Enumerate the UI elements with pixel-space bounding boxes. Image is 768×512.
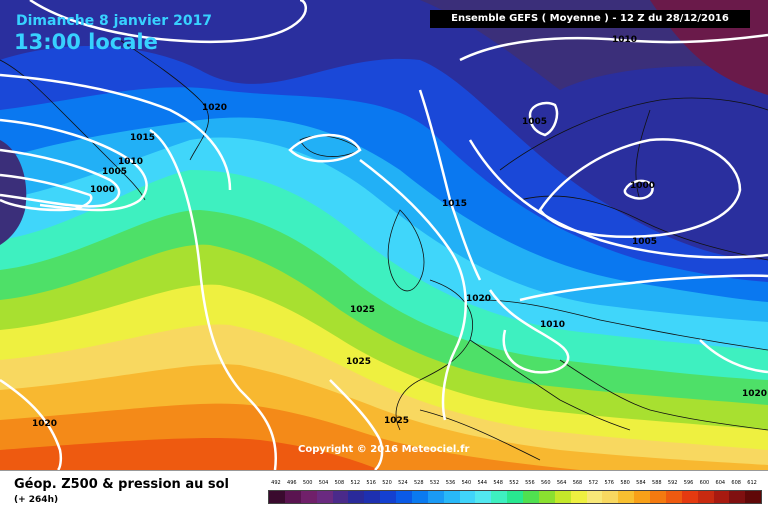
color-scale-label: 604 [715,480,726,486]
color-scale-swatch [697,491,714,503]
color-scale-label: 588 [652,480,662,486]
color-scale-labels: 492 496 500 504 508 512 516 520 524 528 532 536 540 5… [268,480,760,490]
color-scale-swatch [681,491,698,503]
geopotential-map: 1020101510101005100010101005100010051015… [0,0,768,470]
color-scale-swatch [364,491,381,503]
color-scale-swatch [554,491,571,503]
color-scale-swatch [618,491,635,503]
color-scale-label: 572 [588,480,599,486]
isobar-label-1025-azores: 1025 [384,416,409,426]
color-scale-swatch [729,491,746,503]
forecast-time: 13:00 locale [14,30,158,54]
color-scale-label: 496 [287,480,297,486]
forecast-date: Dimanche 8 janvier 2017 [16,13,213,29]
color-scale-label: 528 [413,480,424,486]
isobar-label-1025-atlantic-north: 1025 [350,305,375,315]
color-scale-label: 520 [382,480,392,486]
color-scale-label: 596 [683,480,694,486]
color-scale-swatch [396,491,412,503]
isobar-label-1020-greenland: 1020 [202,103,227,113]
color-scale-label: 568 [572,480,583,486]
isobar-label-1005-west: 1005 [102,167,127,177]
chart-title: Géop. Z500 & pression au sol [14,477,229,492]
color-scale-bar [268,490,762,504]
isobar-label-1015-britain: 1015 [442,199,467,209]
color-scale-label: 556 [525,480,535,486]
color-scale-swatch [665,491,682,503]
color-scale-swatch [634,491,650,503]
color-scale-swatch [459,491,476,503]
color-scale-label: 512 [350,480,361,486]
color-scale-swatch [411,491,428,503]
isobar-label-1025-atlantic-mid: 1025 [346,357,371,367]
color-scale-swatch [284,491,301,503]
color-scale-swatch [586,491,603,503]
color-scale-label: 552 [509,480,519,486]
color-scale-label: 576 [604,480,614,486]
color-scale-label: 608 [731,480,741,486]
isobar-label-1010-balkans: 1010 [540,320,565,330]
color-scale-swatch [332,491,349,503]
isobar-label-1015-west: 1015 [130,133,155,143]
color-scale-label: 612 [747,480,757,486]
isobar-label-1005-norway: 1005 [522,117,547,127]
color-scale-swatch [745,491,762,503]
isobar-label-1020-france: 1020 [466,294,491,304]
isobar-label-1010-top: 1010 [612,35,637,45]
legend-footer: Géop. Z500 & pression au sol (+ 264h) 49… [0,470,768,512]
copyright-notice: Copyright © 2016 Meteociel.fr [298,444,470,455]
color-scale-label: 540 [461,480,472,486]
color-scale-swatch [650,491,666,503]
color-scale-label: 584 [636,480,646,486]
color-scale-swatch [523,491,539,503]
color-scale-swatch [538,491,555,503]
color-scale-swatch [507,491,523,503]
color-scale-swatch [491,491,508,503]
color-scale-swatch [380,491,396,503]
color-scale-swatch [269,491,285,503]
color-scale-label: 524 [398,480,408,486]
color-scale-label: 580 [620,480,630,486]
isobars [0,0,768,470]
color-scale-swatch [348,491,365,503]
color-scale-swatch [443,491,460,503]
color-scale-label: 592 [667,480,678,486]
isobar-label-1010-west: 1010 [118,157,143,167]
model-info-banner: Ensemble GEFS ( Moyenne ) - 12 Z du 28/1… [430,10,750,28]
color-scale-label: 548 [493,480,503,486]
color-scale-label: 544 [477,480,488,486]
isobar-labels: 1020101510101005100010101005100010051015… [32,35,767,429]
color-scale-label: 600 [699,480,710,486]
color-scale-label: 500 [302,480,313,486]
color-scale-swatch [316,491,333,503]
color-scale-swatch [475,491,492,503]
color-scale-label: 504 [318,480,329,486]
isobar-label-1000-west: 1000 [90,185,115,195]
color-scale-label: 536 [445,480,456,486]
isobar-label-1020-east: 1020 [742,389,767,399]
color-scale-swatch [713,491,730,503]
color-scale-swatch [602,491,619,503]
color-scale-label: 508 [334,480,345,486]
color-scale-label: 564 [556,480,567,486]
color-scale-label: 560 [540,480,551,486]
color-scale-label: 516 [366,480,376,486]
isobar-label-1005-baltic: 1005 [632,237,657,247]
isobar-label-1000-scandinavia: 1000 [630,181,655,191]
forecast-lead-time: (+ 264h) [14,495,59,505]
color-scale-swatch [570,491,587,503]
color-scale-label: 532 [429,480,440,486]
color-scale-swatch [427,491,444,503]
isobar-label-1020-southwest: 1020 [32,419,57,429]
color-scale-label: 492 [271,480,281,486]
color-scale-swatch [300,491,317,503]
